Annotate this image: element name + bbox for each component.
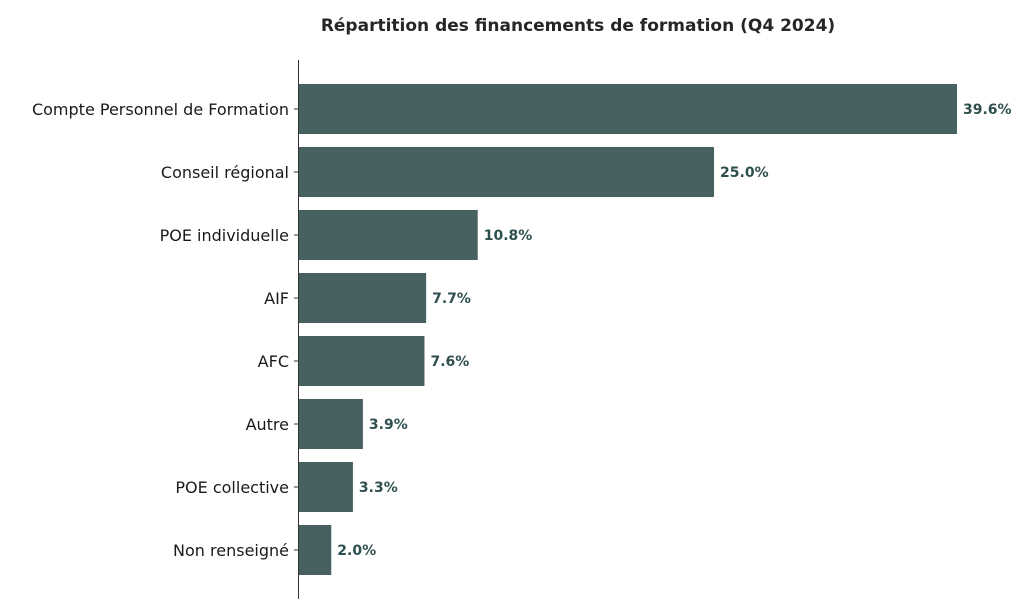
category-label: AIF	[264, 289, 289, 308]
chart-title: Répartition des financements de formatio…	[321, 16, 835, 36]
bar-0	[298, 84, 957, 134]
value-label: 3.3%	[359, 480, 398, 496]
category-label: AFC	[258, 352, 289, 371]
category-label: Compte Personnel de Formation	[32, 100, 289, 119]
category-label: POE collective	[175, 478, 289, 497]
bar-7	[298, 525, 332, 575]
value-label: 25.0%	[720, 165, 769, 181]
value-label: 7.7%	[432, 291, 471, 307]
bar-2	[298, 210, 478, 260]
category-label: POE individuelle	[160, 226, 289, 245]
bar-3	[298, 273, 427, 323]
bar-6	[298, 462, 353, 512]
value-label: 7.6%	[430, 354, 469, 370]
value-label: 3.9%	[369, 417, 408, 433]
bar-5	[298, 399, 363, 449]
category-label: Conseil régional	[161, 163, 289, 182]
bar-4	[298, 336, 425, 386]
value-label: 10.8%	[484, 228, 533, 244]
value-label: 39.6%	[963, 102, 1012, 118]
bar-1	[298, 147, 715, 197]
category-label: Autre	[246, 415, 289, 434]
category-label: Non renseigné	[173, 541, 289, 560]
value-label: 2.0%	[337, 543, 376, 559]
